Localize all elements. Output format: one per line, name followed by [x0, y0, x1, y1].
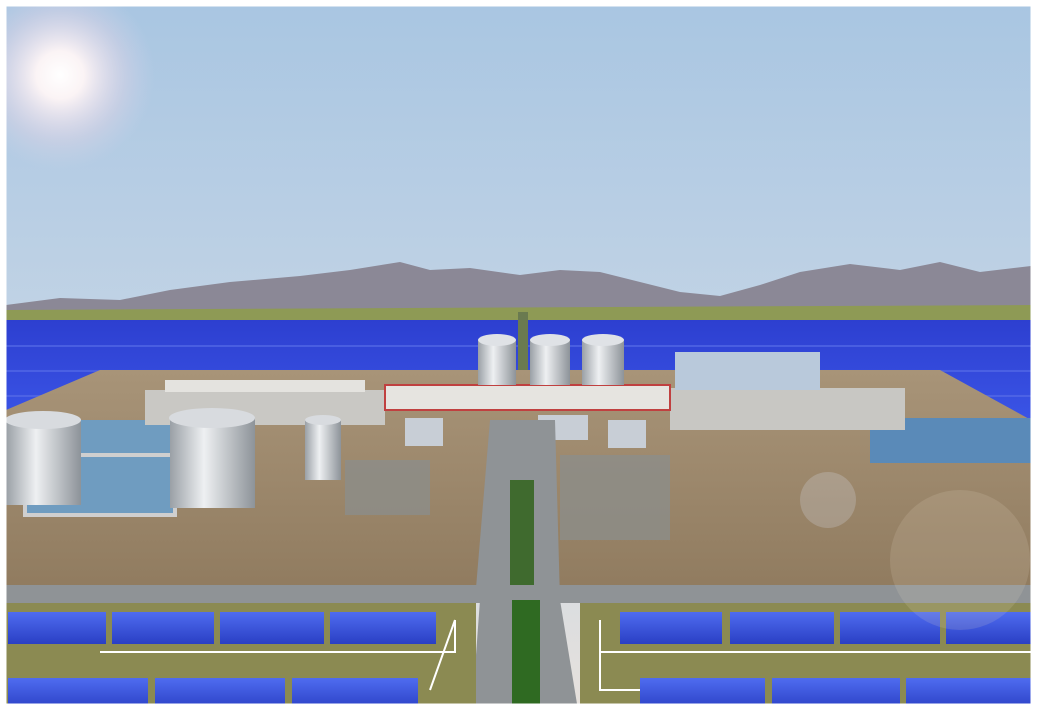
silo [530, 340, 570, 385]
solar-panel [840, 612, 940, 644]
perimeter-road [6, 585, 1031, 603]
tank-top [305, 415, 341, 425]
solar-panel [112, 612, 214, 644]
transformer [608, 420, 646, 448]
tank-top [169, 408, 255, 428]
median-trees [510, 480, 534, 600]
storage-tank [6, 420, 81, 505]
building-right [670, 388, 905, 430]
tank-top [5, 411, 81, 429]
solar-panel [730, 612, 834, 644]
cooling-unit [675, 352, 820, 390]
storage-tank [305, 420, 341, 480]
solar-panel [8, 612, 106, 644]
lens-flare [890, 490, 1030, 630]
transformer [405, 418, 443, 446]
fence-left [100, 619, 456, 691]
solar-panel [946, 612, 1031, 644]
silo [478, 340, 516, 385]
entry-median [512, 600, 540, 710]
silo-top [478, 334, 516, 346]
power-block [384, 384, 671, 411]
pond-left [70, 420, 180, 455]
storage-tank [170, 418, 255, 508]
tree-line [518, 312, 528, 372]
sun [0, 0, 155, 170]
silo-top [582, 334, 624, 346]
building-roof [165, 380, 365, 392]
fence-right [599, 620, 1031, 691]
mountains [6, 262, 1031, 310]
switchyard [560, 455, 670, 540]
switchyard [345, 460, 430, 515]
lens-flare [800, 472, 856, 528]
silo-top [530, 334, 570, 346]
solar-panel [220, 612, 324, 644]
solar-panel [330, 612, 436, 644]
solar-panel [620, 612, 722, 644]
silo [582, 340, 624, 385]
